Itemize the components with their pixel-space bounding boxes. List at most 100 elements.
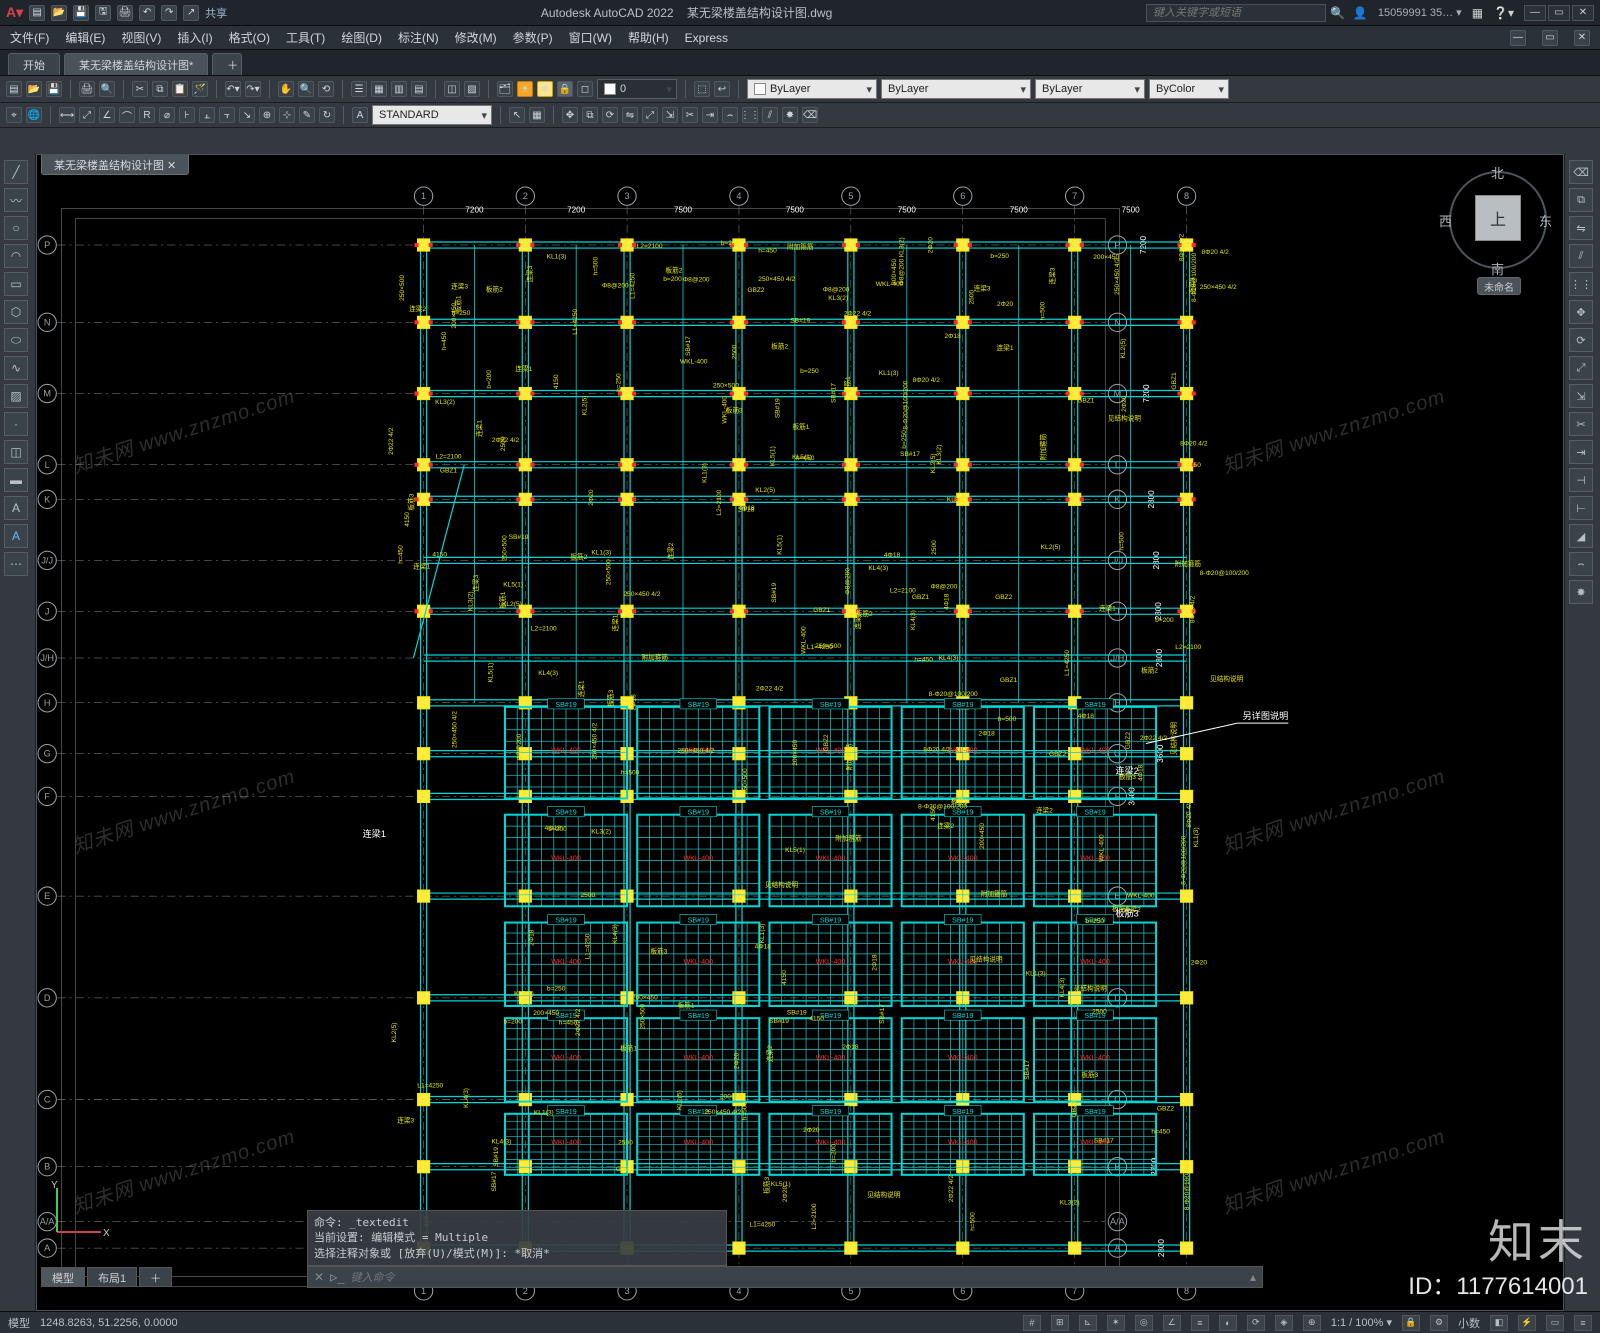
line-icon[interactable]: ╱ xyxy=(4,160,28,184)
layerprev-icon[interactable]: ↩ xyxy=(714,81,730,97)
lineweight-dropdown[interactable]: ByLayer xyxy=(1035,79,1145,99)
status-snap-icon[interactable]: ⊞ xyxy=(1051,1315,1069,1331)
mirror-icon[interactable]: ⇋ xyxy=(622,107,638,123)
stretch-icon[interactable]: ⇲ xyxy=(662,107,678,123)
dim-leader-icon[interactable]: ↘ xyxy=(239,107,255,123)
color-dropdown[interactable]: ByLayer xyxy=(747,79,877,99)
status-custom-icon[interactable]: ≡ xyxy=(1574,1315,1592,1331)
layer-lock-icon[interactable]: 🔒 xyxy=(557,81,573,97)
menu-file[interactable]: 文件(F) xyxy=(10,29,49,46)
menu-insert[interactable]: 插入(I) xyxy=(177,29,212,46)
status-lwt-icon[interactable]: ≡ xyxy=(1191,1315,1209,1331)
trim-icon[interactable]: ✂ xyxy=(682,107,698,123)
status-model[interactable]: 模型 xyxy=(8,1315,30,1331)
block-icon[interactable]: ◫ xyxy=(444,81,460,97)
dim-ordinate-icon[interactable]: ⊦ xyxy=(179,107,195,123)
restore-button[interactable]: ▭ xyxy=(1548,5,1570,21)
dim-continue-icon[interactable]: ⫟ xyxy=(219,107,235,123)
menu-window[interactable]: 窗口(W) xyxy=(569,29,612,46)
circle-icon[interactable]: ○ xyxy=(4,216,28,240)
array-icon[interactable]: ⋮⋮ xyxy=(742,107,758,123)
doc-restore-button[interactable]: ▭ xyxy=(1542,30,1558,46)
qat-undo-icon[interactable]: ↶ xyxy=(139,5,155,21)
status-transparency-icon[interactable]: ◐ xyxy=(1219,1315,1237,1331)
cmd-expand-icon[interactable]: ▴ xyxy=(1250,1270,1256,1284)
erase-icon[interactable]: ⌫ xyxy=(802,107,818,123)
user-label[interactable]: 15059991 35… ▾ xyxy=(1378,6,1462,19)
status-scale[interactable]: 1:1 / 100% ▾ xyxy=(1331,1316,1392,1329)
preview-icon[interactable]: 🔍 xyxy=(99,81,115,97)
dim-center-icon[interactable]: ⊹ xyxy=(279,107,295,123)
region-icon[interactable]: ▬ xyxy=(4,468,28,492)
menu-edit[interactable]: 编辑(E) xyxy=(65,29,105,46)
layout-tab-model[interactable]: 模型 xyxy=(41,1267,85,1287)
menu-help[interactable]: 帮助(H) xyxy=(628,29,669,46)
array2-icon[interactable]: ⋮⋮ xyxy=(1569,272,1593,296)
more-icon[interactable]: ⋯ xyxy=(4,552,28,576)
qat-redo-icon[interactable]: ↷ xyxy=(161,5,177,21)
status-polar-icon[interactable]: ✶ xyxy=(1107,1315,1125,1331)
scale-icon[interactable]: ⤢ xyxy=(642,107,658,123)
doc-close-button[interactable]: ✕ xyxy=(1574,30,1590,46)
hatch2-icon[interactable]: ▨ xyxy=(4,384,28,408)
block2-icon[interactable]: ◫ xyxy=(4,440,28,464)
trim2-icon[interactable]: ✂ xyxy=(1569,412,1593,436)
layer-on-icon[interactable]: ☀ xyxy=(517,81,533,97)
cut-icon[interactable]: ✂ xyxy=(132,81,148,97)
sheetset-icon[interactable]: ▤ xyxy=(411,81,427,97)
layer-props-icon[interactable]: 🗂 xyxy=(497,81,513,97)
menu-express[interactable]: Express xyxy=(685,31,728,45)
ellipse-icon[interactable]: ⬭ xyxy=(4,328,28,352)
copy-obj-icon[interactable]: ⧉ xyxy=(582,107,598,123)
offset-icon[interactable]: ⫽ xyxy=(762,107,778,123)
qat-save-icon[interactable]: 💾 xyxy=(73,5,89,21)
orbit-icon[interactable]: ⟲ xyxy=(318,81,334,97)
pan-icon[interactable]: ✋ xyxy=(278,81,294,97)
help-search-input[interactable] xyxy=(1146,4,1326,22)
paste-icon[interactable]: 📋 xyxy=(172,81,188,97)
layer-color-icon[interactable]: ◻ xyxy=(577,81,593,97)
point-icon[interactable]: · xyxy=(4,412,28,436)
break-icon[interactable]: ⊣ xyxy=(1569,468,1593,492)
qat-plot-icon[interactable]: 🖨 xyxy=(117,5,133,21)
dim-edit-icon[interactable]: ✎ xyxy=(299,107,315,123)
text-icon[interactable]: A xyxy=(352,107,368,123)
ucsworld-icon[interactable]: 🌐 xyxy=(26,107,42,123)
status-otrack-icon[interactable]: ∠ xyxy=(1163,1315,1181,1331)
mirror2-icon[interactable]: ⇋ xyxy=(1569,216,1593,240)
explode-icon[interactable]: ✸ xyxy=(782,107,798,123)
tab-start[interactable]: 开始 xyxy=(8,53,60,75)
qat-new-icon[interactable]: ▤ xyxy=(29,5,45,21)
dim-radius-icon[interactable]: R xyxy=(139,107,155,123)
toolpalette-icon[interactable]: ▥ xyxy=(391,81,407,97)
hatch-icon[interactable]: ▨ xyxy=(464,81,480,97)
extend2-icon[interactable]: ⇥ xyxy=(1569,440,1593,464)
new-icon[interactable]: ▤ xyxy=(6,81,22,97)
status-dyninput-icon[interactable]: ⊕ xyxy=(1303,1315,1321,1331)
move2-icon[interactable]: ✥ xyxy=(1569,300,1593,324)
chamfer-icon[interactable]: ◢ xyxy=(1569,524,1593,548)
dim-aligned-icon[interactable]: ⤢ xyxy=(79,107,95,123)
drawing-tab[interactable]: 某无梁楼盖结构设计图 ✕ xyxy=(41,155,189,175)
status-clean-icon[interactable]: ▭ xyxy=(1546,1315,1564,1331)
status-decimal[interactable]: 小数 xyxy=(1458,1315,1480,1331)
scale2-icon[interactable]: ⤢ xyxy=(1569,356,1593,380)
properties-icon[interactable]: ☰ xyxy=(351,81,367,97)
doc-minimize-button[interactable]: — xyxy=(1510,30,1526,46)
menu-format[interactable]: 格式(O) xyxy=(229,29,270,46)
rectangle-icon[interactable]: ▭ xyxy=(4,272,28,296)
stretch2-icon[interactable]: ⇲ xyxy=(1569,384,1593,408)
status-osnap-icon[interactable]: ◎ xyxy=(1135,1315,1153,1331)
dim-linear-icon[interactable]: ⟷ xyxy=(59,107,75,123)
fillet-icon[interactable]: ⌢ xyxy=(722,107,738,123)
status-grid-icon[interactable]: # xyxy=(1023,1315,1041,1331)
rotate-icon[interactable]: ⟳ xyxy=(602,107,618,123)
search-icon[interactable]: 🔍 xyxy=(1330,6,1345,20)
arc-icon[interactable]: ◠ xyxy=(4,244,28,268)
viewcube-home[interactable]: 未命名 xyxy=(1477,277,1521,295)
status-iso-icon[interactable]: ◧ xyxy=(1490,1315,1508,1331)
qat-open-icon[interactable]: 📂 xyxy=(51,5,67,21)
menu-tools[interactable]: 工具(T) xyxy=(286,29,325,46)
open-icon[interactable]: 📂 xyxy=(26,81,42,97)
table-icon[interactable]: ▦ xyxy=(529,107,545,123)
